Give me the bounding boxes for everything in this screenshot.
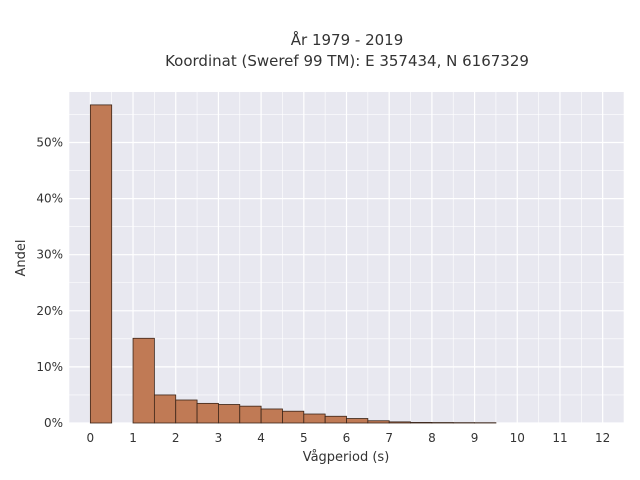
x-tick-label: 6 — [343, 431, 351, 445]
x-tick-label: 10 — [510, 431, 525, 445]
histogram-bar — [196, 402, 219, 424]
y-axis-ticks: 0% 10% 20% 30% 40% 50% — [36, 135, 63, 430]
histogram-bar — [218, 404, 241, 424]
y-tick-label: 0% — [44, 416, 63, 430]
histogram-bar — [175, 399, 198, 424]
histogram-bar — [303, 413, 326, 424]
y-tick-label: 20% — [36, 304, 63, 318]
histogram-bar — [388, 421, 411, 424]
y-tick-label: 50% — [36, 135, 63, 149]
x-axis-ticks: 0 1 2 3 4 5 6 7 8 9 10 11 12 — [87, 431, 611, 445]
y-tick-label: 10% — [36, 360, 63, 374]
x-tick-label: 1 — [129, 431, 137, 445]
histogram-bar — [346, 418, 369, 424]
x-tick-label: 4 — [257, 431, 265, 445]
histogram-bar — [89, 104, 113, 424]
x-tick-label: 11 — [552, 431, 567, 445]
x-tick-label: 8 — [428, 431, 436, 445]
chart-title-line-2: Koordinat (Sweref 99 TM): E 357434, N 61… — [165, 52, 529, 70]
x-tick-label: 9 — [471, 431, 479, 445]
histogram-bar — [260, 408, 283, 424]
x-tick-label: 12 — [595, 431, 610, 445]
x-tick-label: 7 — [385, 431, 393, 445]
x-tick-label: 5 — [300, 431, 308, 445]
y-axis-label: Andel — [14, 240, 29, 277]
histogram-bar — [239, 405, 262, 424]
x-tick-label: 2 — [172, 431, 180, 445]
y-tick-label: 30% — [36, 248, 63, 262]
histogram-bar — [153, 394, 177, 424]
histogram-bar — [282, 410, 305, 424]
bars — [89, 104, 497, 424]
x-axis-label: Vågperiod (s) — [303, 450, 390, 465]
histogram-bar — [367, 420, 390, 424]
x-tick-label: 3 — [215, 431, 223, 445]
chart-title: År 1979 - 2019 Koordinat (Sweref 99 TM):… — [165, 30, 529, 70]
histogram-bar — [410, 422, 433, 424]
chart-title-line-1: År 1979 - 2019 — [291, 30, 404, 49]
x-tick-label: 0 — [87, 431, 95, 445]
histogram-bar — [132, 337, 155, 424]
histogram-bar — [324, 415, 347, 424]
y-tick-label: 40% — [36, 192, 63, 206]
